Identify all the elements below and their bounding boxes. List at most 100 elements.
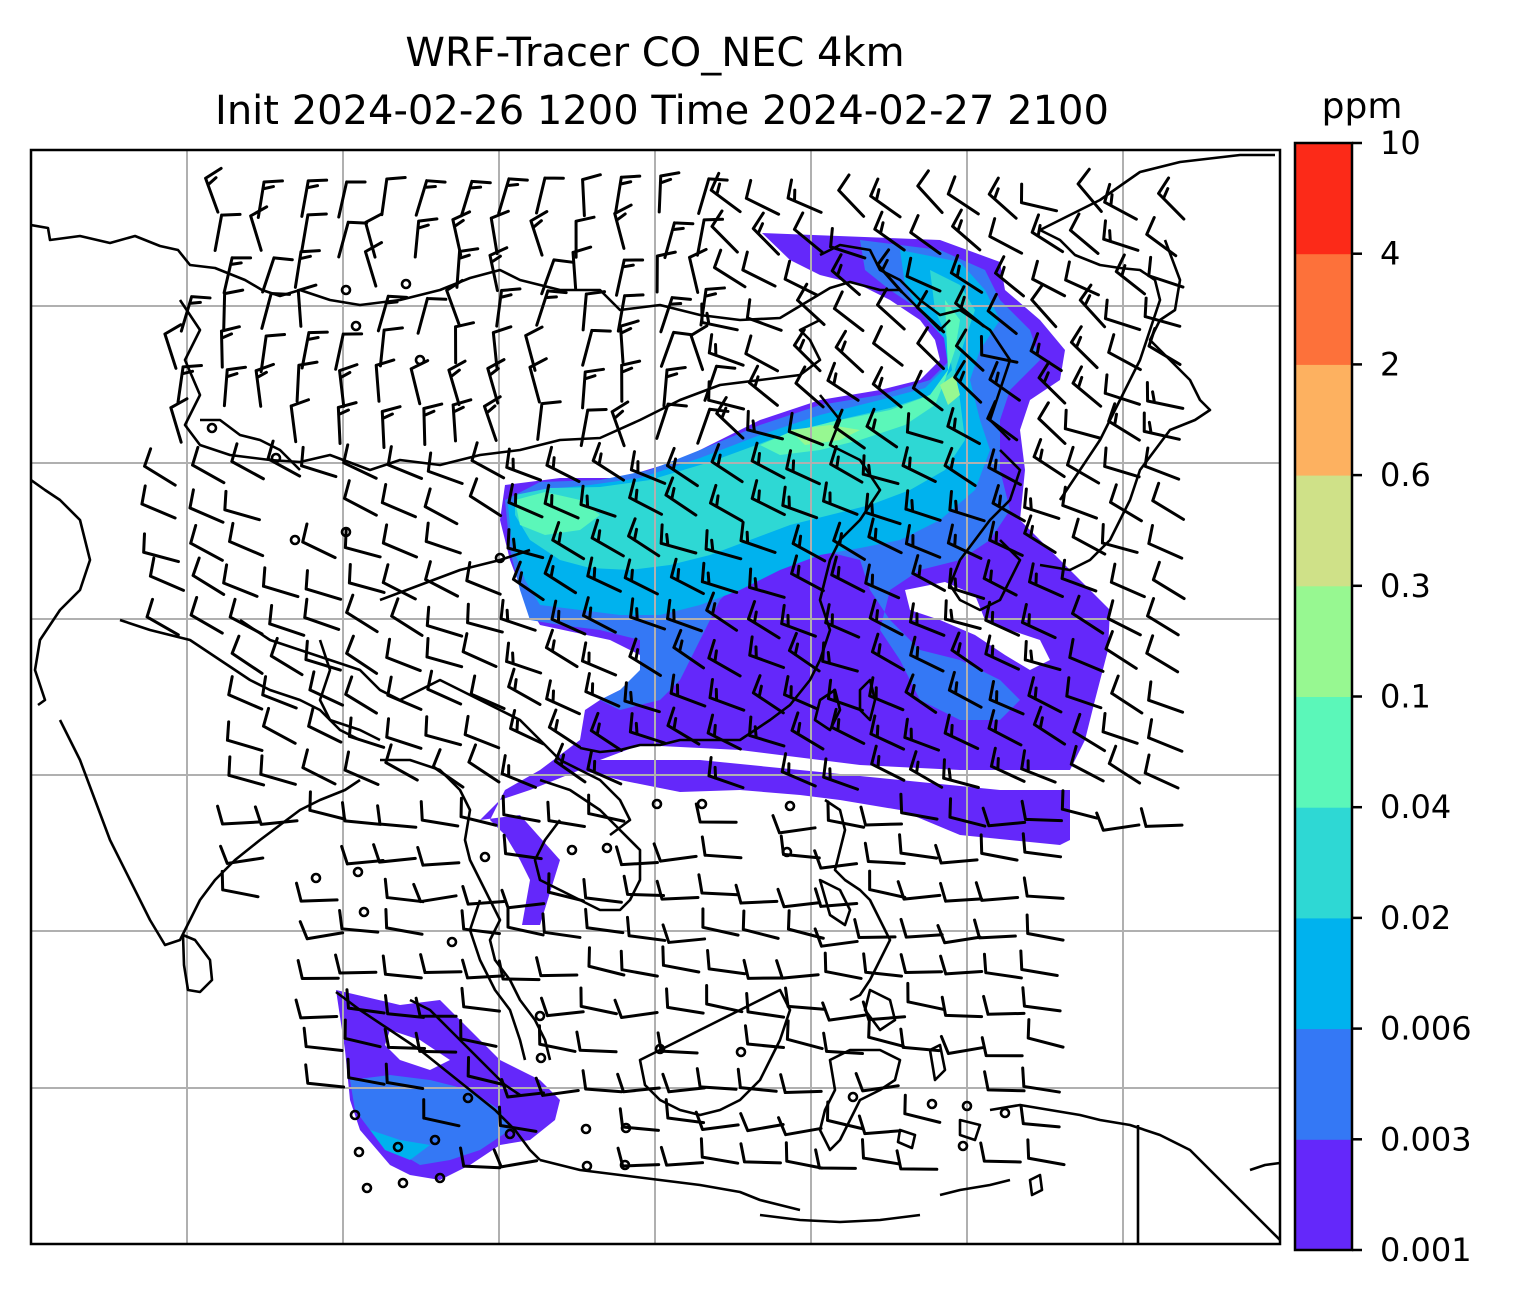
wind-barb <box>908 750 944 789</box>
wind-barb <box>982 952 1023 980</box>
wind-barb <box>189 595 224 635</box>
wind-barb <box>222 563 259 598</box>
wind-barb <box>1019 949 1059 978</box>
wind-barb <box>787 411 825 447</box>
wind-barb <box>303 597 341 631</box>
wind-barb <box>705 591 739 632</box>
wind-barb <box>489 209 510 256</box>
wind-barb <box>222 288 245 332</box>
wind-barb <box>381 563 417 601</box>
wind-barb <box>911 369 944 412</box>
calm-marker <box>494 552 506 564</box>
wind-barb <box>482 395 502 442</box>
map-panel <box>29 148 1282 1246</box>
wind-barb <box>663 221 695 260</box>
wind-barb <box>947 567 986 600</box>
wind-barb <box>346 1057 386 1086</box>
wind-barb <box>225 720 264 752</box>
wind-barb <box>1069 744 1105 783</box>
wind-barb <box>946 523 983 560</box>
wind-barb <box>414 996 458 1018</box>
wind-barb <box>776 887 822 909</box>
wind-barb <box>669 673 707 708</box>
wind-barb <box>859 805 904 827</box>
wind-barb <box>712 248 747 289</box>
wind-barb <box>447 359 467 407</box>
wind-barb <box>751 211 781 256</box>
wind-barb <box>579 407 608 448</box>
title-line-2: Init 2024-02-26 1200 Time 2024-02-27 210… <box>215 88 1109 134</box>
wind-barb <box>340 844 385 866</box>
wind-barb <box>460 986 501 1013</box>
wind-barb <box>655 879 700 901</box>
wind-barb <box>163 323 183 370</box>
wind-barb <box>1107 402 1141 442</box>
wind-barb <box>345 593 379 634</box>
colorbar-unit: ppm <box>1322 86 1403 127</box>
wind-barb <box>142 532 180 564</box>
wind-barb <box>901 446 937 484</box>
wind-barb <box>948 797 987 828</box>
wind-barb <box>424 521 462 555</box>
wind-barb <box>916 169 944 215</box>
wind-barb <box>1022 876 1065 900</box>
wind-barb <box>826 678 864 712</box>
wind-barb <box>591 441 626 482</box>
wind-barb <box>745 991 786 1019</box>
wind-barb <box>868 598 904 637</box>
wind-barb <box>694 802 738 824</box>
wind-barb <box>545 445 581 484</box>
wind-barb <box>1072 712 1107 753</box>
calm-marker <box>310 872 322 884</box>
calm-marker <box>581 1160 593 1172</box>
wind-barb <box>1069 325 1099 370</box>
wind-barb <box>384 907 424 936</box>
calm-marker <box>349 1109 361 1121</box>
wind-barb <box>1068 212 1100 255</box>
wind-barb <box>1103 182 1138 221</box>
wind-barb <box>307 706 343 744</box>
colorbar-swatch <box>1295 475 1352 587</box>
wind-barb <box>899 792 939 821</box>
calm-marker <box>352 866 364 878</box>
map-frame <box>29 148 1282 1246</box>
colorbar-ticks: 0.001 0.003 0.006 0.02 0.04 0.1 0.3 0.6 2 4 10 <box>1352 124 1472 1269</box>
wind-barb <box>700 561 739 594</box>
wind-barb <box>492 1148 539 1169</box>
wind-barb <box>414 1031 458 1054</box>
wind-barb <box>988 520 1024 557</box>
wind-barb <box>863 841 906 865</box>
wind-barb <box>540 258 574 296</box>
wind-barb <box>864 492 902 526</box>
wind-barb <box>580 641 618 677</box>
wind-barb <box>423 487 459 526</box>
wind-barb <box>261 256 294 294</box>
wind-barb <box>300 178 329 218</box>
wind-barb <box>253 805 299 826</box>
wind-barb <box>979 1141 1022 1164</box>
calm-marker <box>429 1134 441 1146</box>
wind-barb <box>943 446 977 488</box>
wind-barb <box>832 290 865 333</box>
wind-barb <box>535 289 568 327</box>
wind-barb <box>1032 438 1066 479</box>
colorbar-tick-label: 0.006 <box>1380 1010 1472 1048</box>
wind-barb <box>748 567 786 599</box>
wind-barb <box>466 1056 505 1086</box>
wind-barb <box>904 673 938 714</box>
wind-barb <box>336 401 358 445</box>
wind-barb <box>832 521 866 561</box>
wind-barb <box>792 328 822 373</box>
wind-barb <box>412 882 458 904</box>
wind-barb <box>586 556 622 593</box>
wind-barb <box>741 250 777 288</box>
wind-barb <box>300 330 329 370</box>
wind-barb <box>535 176 565 215</box>
wind-barb <box>338 363 359 408</box>
wind-barb <box>345 634 379 675</box>
calm-marker <box>957 1140 969 1152</box>
wind-barb <box>1029 332 1063 373</box>
wind-barb <box>254 362 275 408</box>
calm-marker <box>926 1098 938 1110</box>
wind-barb <box>899 1027 941 1053</box>
